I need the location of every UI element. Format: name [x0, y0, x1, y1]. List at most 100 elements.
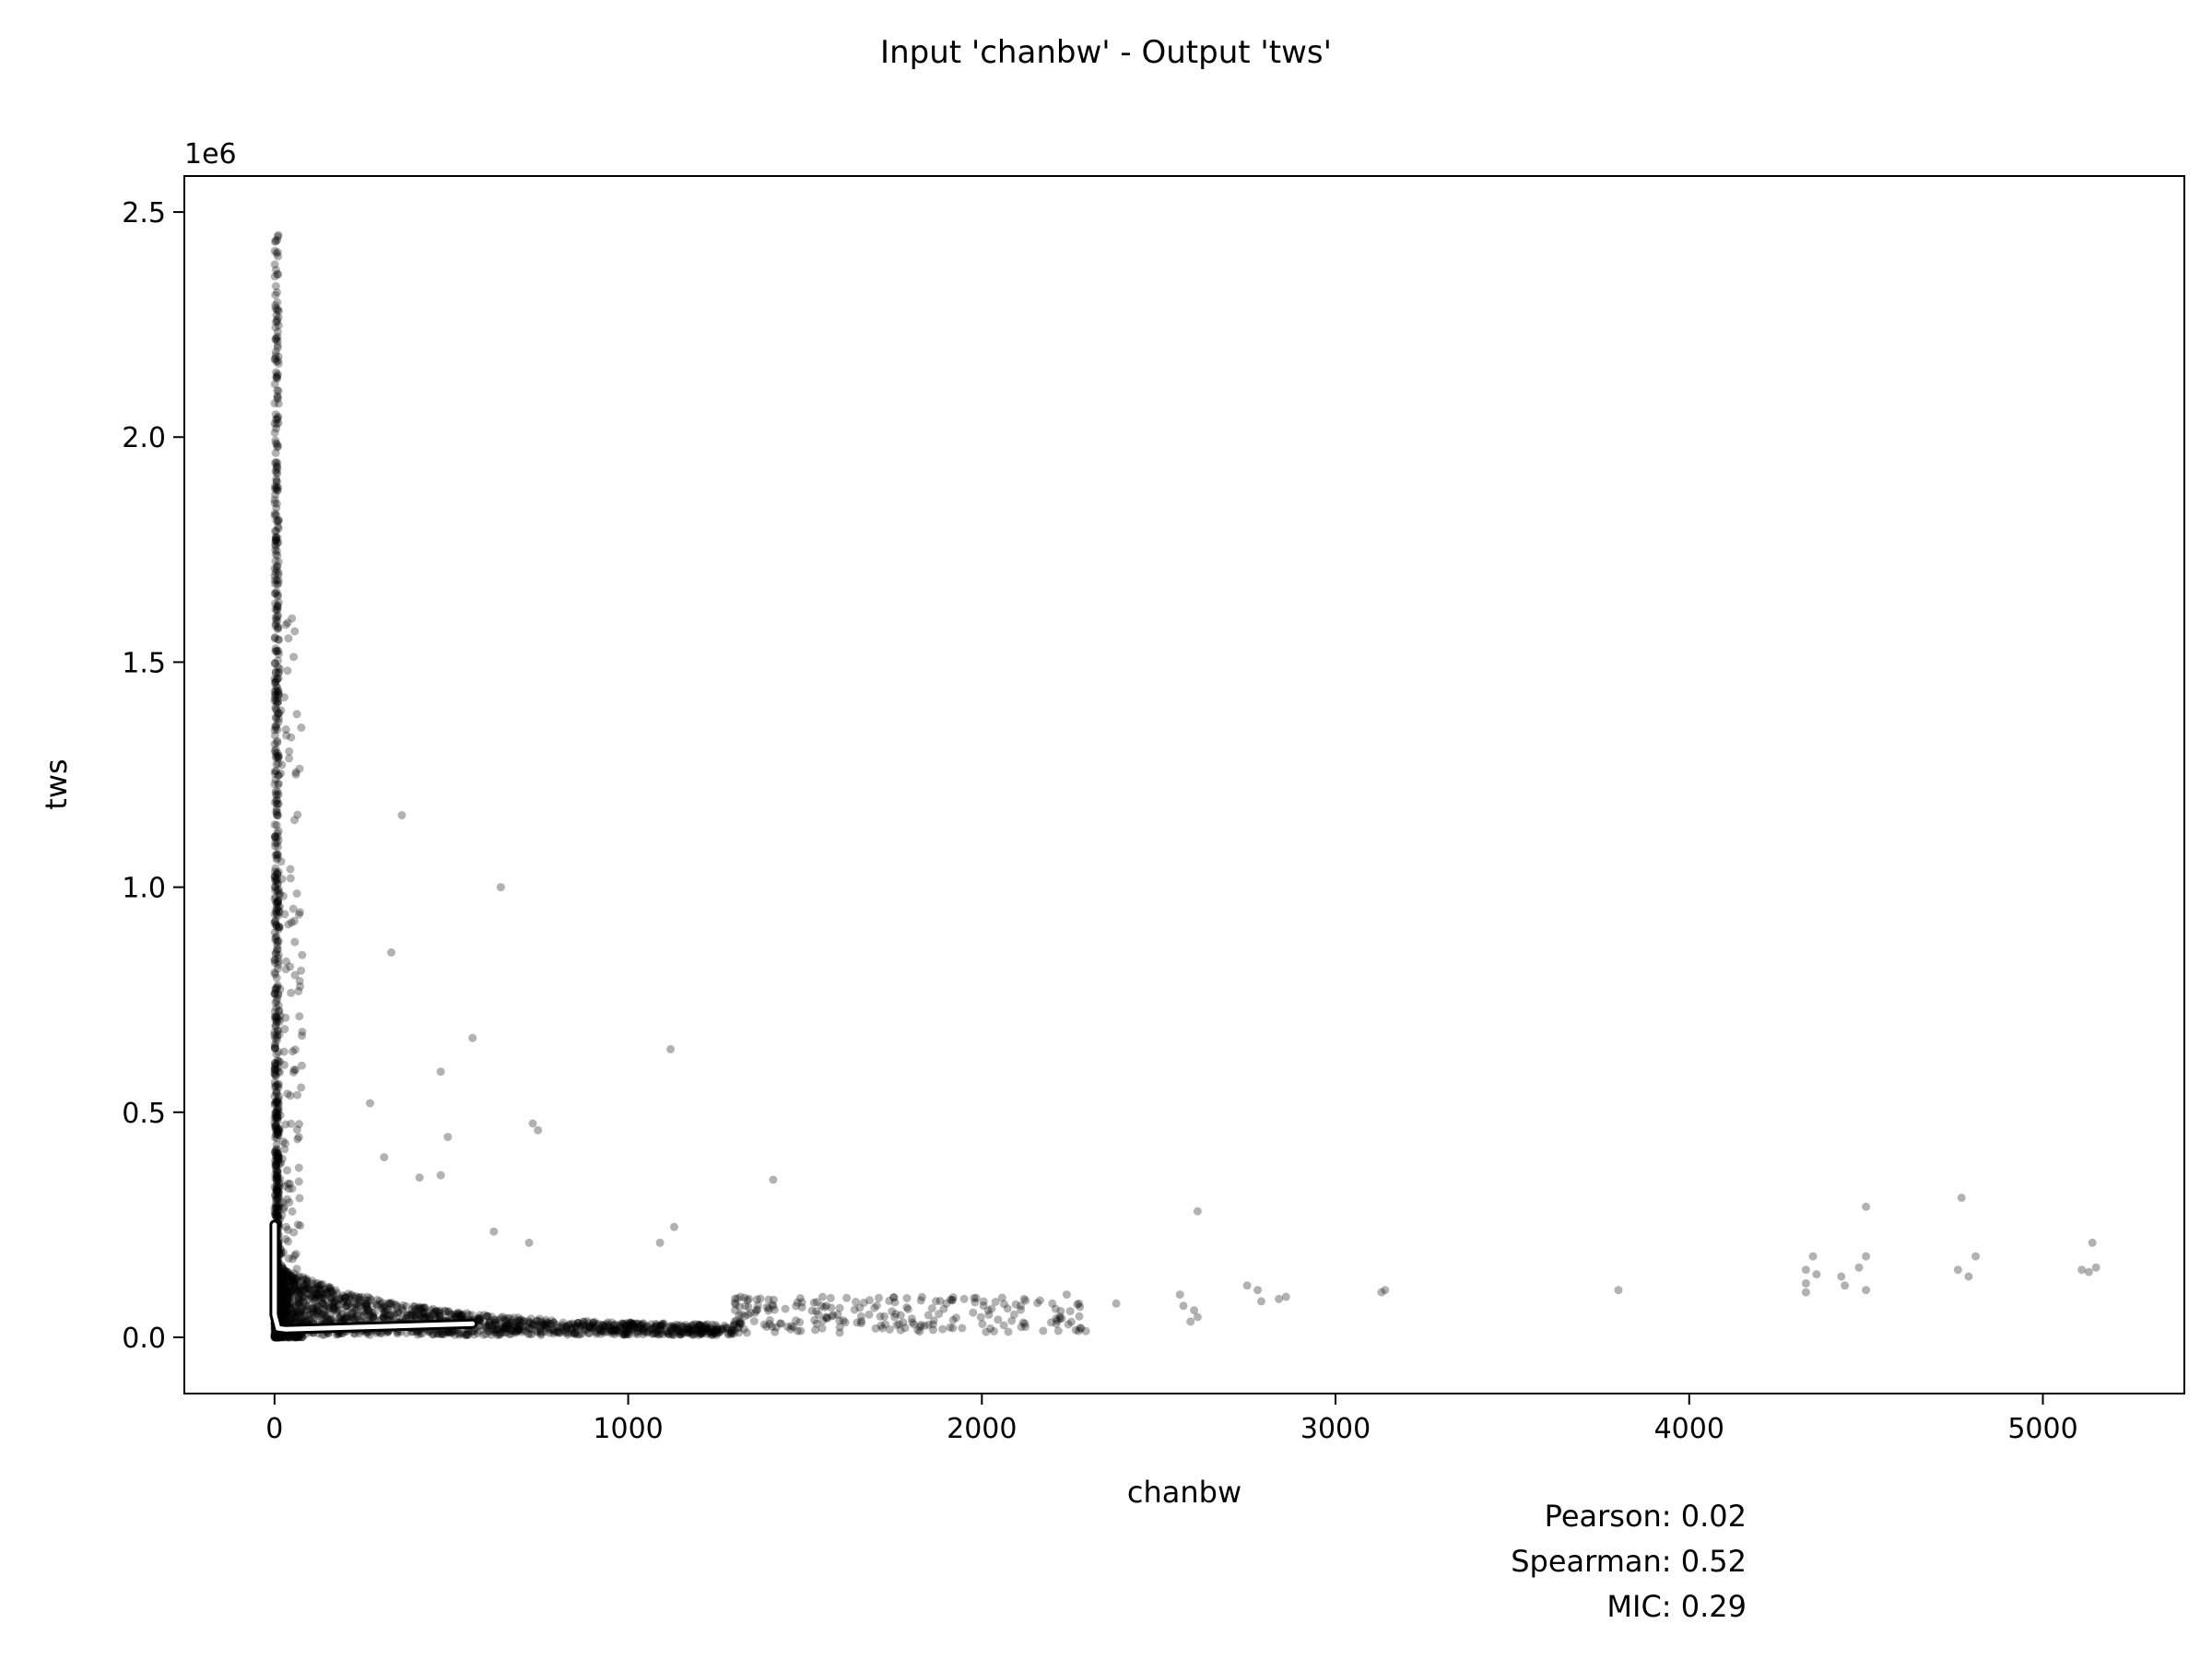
scatter-point [305, 1285, 314, 1294]
scatter-point [270, 1065, 279, 1075]
scatter-point [493, 1325, 502, 1335]
scatter-point [290, 1301, 300, 1311]
scatter-point [290, 1333, 300, 1342]
scatter-point [794, 1326, 803, 1335]
scatter-point [350, 1300, 359, 1309]
scatter-point [423, 1311, 432, 1320]
scatter-point [324, 1284, 334, 1293]
scatter-point [710, 1327, 719, 1336]
scatter-point [288, 1254, 297, 1264]
scatter-point [274, 1150, 283, 1159]
scatter-point [500, 1314, 510, 1324]
scatter-point [688, 1321, 697, 1330]
scatter-point [273, 694, 281, 703]
scatter-point [457, 1311, 466, 1320]
scatter-point [270, 1333, 279, 1342]
scatter-point [273, 1186, 282, 1195]
scatter-point [324, 1304, 334, 1313]
scatter-point [315, 1285, 324, 1294]
scatter-point [283, 1267, 292, 1277]
scatter-point [606, 1322, 615, 1331]
scatter-point [273, 298, 282, 307]
scatter-point [589, 1318, 598, 1327]
scatter-point [271, 833, 280, 842]
scatter-point [692, 1325, 701, 1335]
scatter-point [383, 1299, 393, 1308]
scatter-point [281, 1266, 290, 1276]
scatter-point [984, 1311, 994, 1319]
scatter-point [274, 1207, 283, 1217]
scatter-point [615, 1321, 624, 1330]
scatter-point [275, 1333, 284, 1342]
scatter-point [1179, 1301, 1188, 1311]
scatter-point [277, 875, 287, 884]
scatter-point [418, 1329, 427, 1338]
scatter-point [273, 592, 282, 601]
scatter-point [272, 482, 281, 491]
scatter-point [456, 1328, 465, 1337]
scatter-point [663, 1328, 671, 1337]
scatter-point [1964, 1272, 1973, 1281]
scatter-point [458, 1329, 467, 1338]
scatter-point [271, 1333, 280, 1342]
stat-spearman: Spearman: 0.52 [1511, 1544, 1747, 1579]
scatter-point [271, 787, 280, 795]
scatter-point [297, 1333, 306, 1342]
scatter-point [296, 982, 305, 991]
scatter-point [271, 347, 280, 357]
scatter-point [362, 1300, 371, 1309]
scatter-point [295, 764, 304, 773]
scatter-point [274, 771, 283, 780]
scatter-point [344, 1289, 353, 1299]
scatter-point [282, 1282, 291, 1291]
scatter-point [447, 1328, 456, 1337]
scatter-point [273, 1129, 282, 1138]
scatter-point [279, 1287, 288, 1296]
scatter-point [272, 419, 281, 429]
scatter-point [684, 1328, 693, 1337]
scatter-point [567, 1328, 576, 1337]
scatter-point [292, 1333, 301, 1342]
scatter-point [479, 1311, 488, 1320]
scatter-point [295, 1333, 304, 1341]
scatter-point [610, 1327, 619, 1336]
scatter-point [500, 1315, 509, 1324]
scatter-point [290, 1274, 300, 1283]
scatter-point [273, 879, 282, 888]
scatter-point [273, 1204, 282, 1213]
scatter-point [703, 1320, 712, 1329]
scatter-point [274, 1083, 283, 1092]
scatter-point [282, 1310, 291, 1319]
scatter-point [1193, 1312, 1202, 1322]
scatter-point [276, 1174, 285, 1183]
scatter-point [294, 910, 303, 919]
scatter-point [308, 1277, 317, 1286]
scatter-point [335, 1296, 344, 1305]
scatter-point [655, 1325, 665, 1334]
scatter-point [688, 1324, 698, 1333]
scatter-point [275, 1178, 284, 1187]
scatter-point [274, 1015, 283, 1024]
scatter-point [476, 1311, 485, 1320]
scatter-point [283, 1302, 292, 1312]
scatter-point [1953, 1265, 1962, 1275]
scatter-point [297, 1286, 306, 1295]
scatter-point [595, 1324, 605, 1333]
scatter-point [274, 896, 283, 905]
scatter-point [310, 1288, 319, 1298]
scatter-point [273, 1333, 282, 1342]
scatter-point [273, 807, 282, 817]
scatter-point [272, 921, 281, 930]
scatter-point [589, 1324, 598, 1333]
scatter-point [344, 1300, 353, 1309]
scatter-point [274, 576, 283, 585]
scatter-point [273, 1148, 282, 1158]
scatter-point [272, 1088, 281, 1097]
scatter-point [285, 1312, 294, 1322]
scatter-point [274, 799, 283, 808]
scatter-point [271, 867, 279, 877]
scatter-point [662, 1326, 671, 1335]
scatter-point [474, 1328, 482, 1337]
scatter-point [287, 1333, 296, 1342]
scatter-point [276, 1199, 285, 1208]
